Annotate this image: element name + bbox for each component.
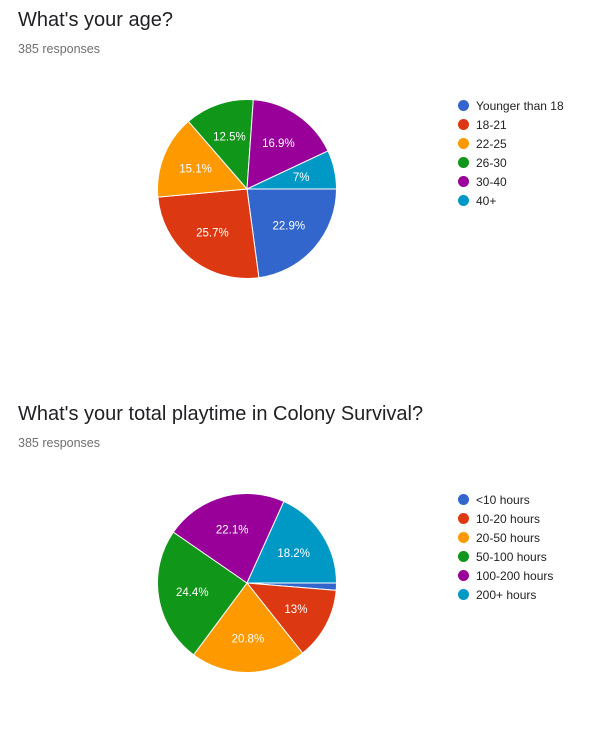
legend-swatch (458, 157, 469, 168)
slice-percent-label: 18.2% (277, 548, 310, 560)
playtime-legend: <10 hours 10-20 hours 20-50 hours 50-100 ho… (458, 490, 553, 604)
pie-slice[interactable] (245, 582, 337, 654)
pie-slice[interactable] (192, 582, 304, 673)
pie-slice[interactable] (246, 150, 338, 190)
legend-label: 10-20 hours (476, 511, 541, 526)
legend-item[interactable]: Younger than 18 (458, 96, 564, 115)
pie-slice[interactable] (246, 500, 338, 584)
pie-slice[interactable] (157, 120, 249, 198)
slice-percent-label: 20.8% (232, 633, 265, 645)
legend-swatch (458, 494, 469, 505)
legend-item[interactable]: 18-21 (458, 115, 564, 134)
legend-swatch (458, 570, 469, 581)
legend-label: <10 hours (476, 492, 530, 507)
pie-slice[interactable] (157, 531, 248, 656)
age-chart-card: What's your age? 385 responses 22.9% 25.7… (0, 0, 610, 352)
playtime-chart-card: What's your total playtime in Colony Sur… (0, 394, 610, 746)
legend-item[interactable]: 100-200 hours (458, 566, 553, 585)
slice-percent-label: 25.7% (196, 227, 229, 239)
legend-item[interactable]: 20-50 hours (458, 528, 553, 547)
legend-swatch (458, 513, 469, 524)
legend-item[interactable]: 26-30 (458, 153, 564, 172)
slice-percent-label: 15.1% (179, 163, 212, 175)
legend-item[interactable]: <10 hours (458, 490, 553, 509)
age-pie-chart: 22.9% 25.7% 15.1% 12.5% 16.9% 7% (157, 99, 338, 279)
slice-percent-label: 22.1% (216, 525, 249, 537)
response-count: 385 responses (18, 436, 101, 450)
legend-item[interactable]: 22-25 (458, 134, 564, 153)
pie-slice[interactable] (246, 188, 338, 279)
pie-slice[interactable] (187, 99, 254, 191)
slice-percent-label: 12.5% (213, 131, 246, 143)
legend-swatch (458, 176, 469, 187)
slice-percent-label: 24.4% (176, 587, 209, 599)
response-count: 385 responses (18, 42, 101, 56)
slice-percent-label: 13% (284, 604, 307, 616)
age-legend: Younger than 18 18-21 22-25 26-30 30-40 40+ (458, 96, 564, 210)
legend-label: 40+ (476, 193, 497, 208)
slice-percent-label: 7% (293, 172, 310, 184)
legend-item[interactable]: 40+ (458, 191, 564, 210)
legend-label: 22-25 (476, 136, 507, 151)
legend-swatch (458, 138, 469, 149)
legend-swatch (458, 532, 469, 543)
legend-label: 26-30 (476, 155, 507, 170)
legend-swatch (458, 119, 469, 130)
legend-item[interactable]: 200+ hours (458, 585, 553, 604)
pie-slice[interactable] (246, 99, 329, 190)
pie-slice[interactable] (157, 188, 260, 279)
slice-percent-label: 16.9% (262, 138, 295, 150)
legend-label: 30-40 (476, 174, 507, 189)
legend-label: 100-200 hours (476, 568, 554, 583)
legend-swatch (458, 195, 469, 206)
legend-item[interactable]: 50-100 hours (458, 547, 553, 566)
legend-swatch (458, 551, 469, 562)
legend-label: 20-50 hours (476, 530, 541, 545)
legend-label: Younger than 18 (476, 98, 564, 113)
legend-label: 18-21 (476, 117, 507, 132)
playtime-pie-chart: 13% 20.8% 24.4% 22.1% 18.2% (157, 493, 338, 673)
slice-percent-label: 22.9% (272, 221, 305, 233)
legend-item[interactable]: 10-20 hours (458, 509, 553, 528)
pie-slice[interactable] (172, 493, 285, 584)
legend-label: 50-100 hours (476, 549, 547, 564)
chart-title: What's your total playtime in Colony Sur… (18, 403, 424, 425)
chart-title: What's your age? (18, 9, 174, 31)
legend-label: 200+ hours (476, 587, 537, 602)
legend-swatch (458, 100, 469, 111)
legend-item[interactable]: 30-40 (458, 172, 564, 191)
legend-swatch (458, 589, 469, 600)
